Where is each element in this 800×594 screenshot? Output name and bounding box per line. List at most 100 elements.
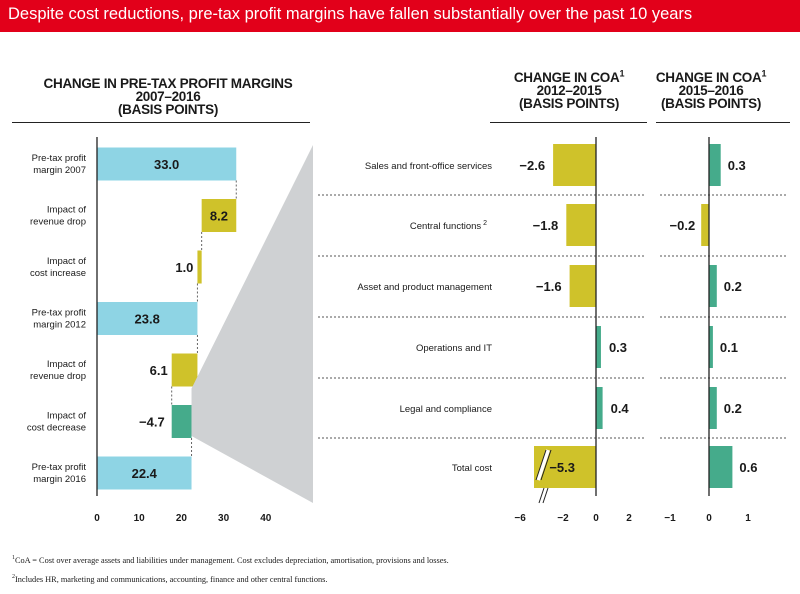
coa-2012-2015-bar: [553, 144, 596, 186]
waterfall-bar: [97, 302, 198, 335]
axis-break-mark: [540, 449, 552, 481]
coa-2015-2016-bar: [709, 265, 717, 307]
waterfall-category-label: Impact of: [47, 359, 86, 370]
axis-break-gap: [536, 449, 550, 481]
coa-2012-2015-bar: [596, 387, 603, 429]
coa-category-footnote-mark: 2: [481, 220, 487, 227]
right-x-tick-label: 1: [745, 513, 751, 524]
waterfall-category-label: revenue drop: [30, 371, 86, 382]
waterfall-category-label: Impact of: [47, 256, 86, 267]
mid-title-line3: (BASIS POINTS): [518, 96, 620, 111]
coa-2015-2016-value-label: −0.2: [670, 218, 696, 233]
waterfall-bar: [171, 405, 192, 438]
footnote-2-text: Includes HR, marketing and communication…: [15, 574, 328, 584]
axis-break-mark: [542, 487, 549, 504]
waterfall-value-label: 33.0: [154, 157, 179, 172]
footnote-2: 2Includes HR, marketing and communicatio…: [12, 574, 327, 584]
coa-2012-2015-value-label: −2.6: [519, 158, 545, 173]
waterfall-value-label: 1.0: [175, 260, 193, 275]
coa-2015-2016-value-label: 0.6: [739, 460, 757, 475]
left-title-rule: [12, 122, 310, 123]
waterfall-bar: [197, 250, 202, 284]
waterfall-value-label: 22.4: [132, 466, 158, 481]
right-title-line2: 2015–2016: [678, 83, 744, 98]
waterfall-category-label: Pre-tax profit: [32, 153, 87, 164]
mid-title-line2: 2012–2015: [536, 83, 602, 98]
coa-2015-2016-value-label: 0.2: [724, 401, 742, 416]
mid-title-line1: CHANGE IN COA: [513, 70, 620, 85]
right-title-line1: CHANGE IN COA: [655, 70, 762, 85]
coa-category-label: Asset and product management: [357, 282, 492, 293]
coa-2012-2015-value-label: −1.8: [533, 218, 559, 233]
mid-x-tick-label: −6: [514, 513, 526, 524]
coa-2012-2015-bar: [566, 204, 596, 246]
coa-category-label: Sales and front-office services: [365, 161, 492, 172]
coa-2012-2015-value-label: 0.4: [611, 401, 630, 416]
axis-break-mark: [538, 487, 545, 504]
coa-category-label: Central functions 2: [410, 220, 487, 232]
waterfall-category-label: Impact of: [47, 205, 86, 216]
waterfall-category-label: revenue drop: [30, 217, 86, 228]
waterfall-bar: [171, 353, 198, 387]
footnote-1-text: CoA = Cost over average assets and liabi…: [15, 555, 449, 565]
waterfall-value-label: 6.1: [150, 363, 168, 378]
left-x-tick-label: 40: [260, 513, 272, 524]
left-x-tick-label: 30: [218, 513, 230, 524]
right-title-footnote-mark: 1: [761, 68, 767, 79]
waterfall-bar: [97, 456, 192, 490]
coa-2012-2015-value-label: −1.6: [536, 279, 562, 294]
waterfall-category-label: margin 2012: [33, 320, 86, 331]
left-panel-title: CHANGE IN PRE-TAX PROFIT MARGINS 2007–20…: [28, 76, 308, 117]
zoom-connector-shape: [191, 145, 313, 503]
coa-2015-2016-bar: [709, 144, 721, 186]
waterfall-value-label: 23.8: [135, 312, 160, 327]
coa-2012-2015-value-label: −5.3: [549, 460, 575, 475]
right-title-rule: [656, 122, 790, 123]
footnote-2-mark: 2: [12, 574, 15, 580]
footnote-1: 1CoA = Cost over average assets and liab…: [12, 555, 449, 565]
waterfall-category-label: margin 2007: [33, 165, 86, 176]
coa-2015-2016-bar: [709, 326, 713, 368]
waterfall-category-label: Pre-tax profit: [32, 308, 87, 319]
title-banner: Despite cost reductions, pre-tax profit …: [0, 0, 800, 32]
waterfall-value-label: 8.2: [210, 209, 228, 224]
waterfall-category-label: cost increase: [30, 268, 86, 279]
mid-panel-title: CHANGE IN COA1 2012–2015 (BASIS POINTS): [494, 68, 644, 111]
mid-x-tick-label: 0: [593, 513, 599, 524]
left-title-line2: 2007–2016: [135, 89, 201, 104]
left-x-tick-label: 0: [94, 513, 100, 524]
coa-2012-2015-bar: [596, 326, 601, 368]
waterfall-value-label: −4.7: [139, 415, 165, 430]
left-title-line1: CHANGE IN PRE-TAX PROFIT MARGINS: [43, 76, 293, 91]
mid-title-footnote-mark: 1: [619, 68, 625, 79]
footnote-1-mark: 1: [12, 555, 15, 561]
right-title-line3: (BASIS POINTS): [660, 96, 762, 111]
coa-2012-2015-bar: [569, 265, 596, 307]
mid-x-tick-label: −2: [557, 513, 569, 524]
banner-title: Despite cost reductions, pre-tax profit …: [8, 5, 693, 23]
coa-category-label: Legal and compliance: [400, 404, 492, 415]
axis-break-mark: [535, 449, 547, 481]
coa-category-label: Total cost: [452, 463, 492, 474]
coa-2012-2015-value-label: 0.3: [609, 340, 627, 355]
right-x-tick-label: 0: [706, 513, 712, 524]
mid-title-rule: [490, 122, 647, 123]
coa-2015-2016-value-label: 0.3: [728, 158, 746, 173]
waterfall-category-label: cost decrease: [27, 423, 86, 434]
waterfall-category-label: margin 2016: [33, 474, 86, 485]
left-x-tick-label: 20: [176, 513, 188, 524]
mid-x-tick-label: 2: [626, 513, 632, 524]
right-x-tick-label: −1: [664, 513, 676, 524]
left-title-line3: (BASIS POINTS): [117, 102, 219, 117]
coa-2015-2016-bar: [709, 387, 717, 429]
right-panel-title: CHANGE IN COA1 2015–2016 (BASIS POINTS): [651, 68, 771, 111]
left-x-tick-label: 10: [134, 513, 146, 524]
coa-2015-2016-bar: [709, 446, 733, 488]
waterfall-bar: [201, 199, 237, 232]
coa-2015-2016-bar: [701, 204, 709, 246]
waterfall-category-label: Pre-tax profit: [32, 462, 87, 473]
coa-2015-2016-value-label: 0.2: [724, 279, 742, 294]
coa-category-label: Operations and IT: [416, 343, 492, 354]
waterfall-bar: [97, 147, 237, 181]
waterfall-category-label: Impact of: [47, 411, 86, 422]
